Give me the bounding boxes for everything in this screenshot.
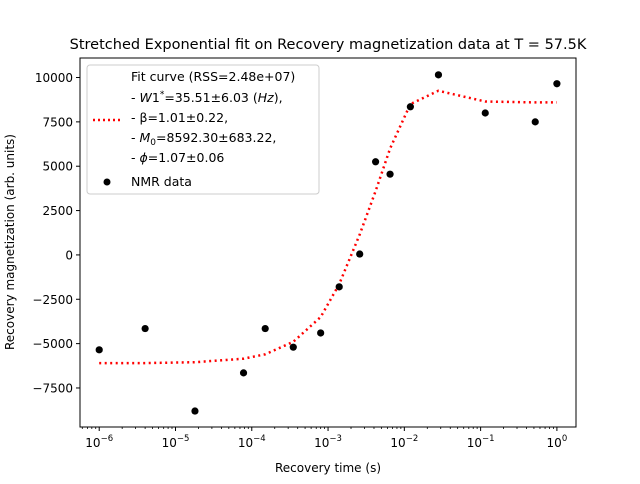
x-tick-label: 10−2 xyxy=(390,434,418,450)
y-tick-label: 2500 xyxy=(42,204,73,218)
legend-data-label: NMR data xyxy=(131,174,192,189)
data-point xyxy=(406,103,414,111)
chart-title: Stretched Exponential fit on Recovery ma… xyxy=(70,37,587,53)
x-tick-label: 10−4 xyxy=(238,434,266,450)
x-tick-label: 10−5 xyxy=(162,434,190,450)
data-point xyxy=(191,407,199,415)
y-tick-label: −5000 xyxy=(32,337,73,351)
data-point xyxy=(335,283,343,291)
x-axis-label: Recovery time (s) xyxy=(275,461,381,475)
data-point xyxy=(531,118,539,126)
data-point xyxy=(317,329,325,337)
legend-box xyxy=(86,64,320,195)
data-point xyxy=(289,343,297,351)
y-tick-label: 5000 xyxy=(42,160,73,174)
x-tick-label: 10−1 xyxy=(467,434,495,450)
data-point xyxy=(261,324,269,333)
legend-data-swatch xyxy=(103,178,111,186)
legend-fit-line-3: - β=1.01±0.22, xyxy=(131,110,228,125)
legend: Fit curve (RSS=2.48e+07) - W1*=35.51±6.0… xyxy=(86,64,320,195)
y-axis-label: Recovery magnetization (arb. units) xyxy=(3,134,17,350)
y-tick-label: 10000 xyxy=(35,71,73,85)
x-tick-label: 100 xyxy=(547,434,568,450)
data-point xyxy=(356,250,364,258)
data-point xyxy=(434,71,443,79)
data-point xyxy=(239,369,248,377)
plot-area xyxy=(95,71,561,415)
data-point xyxy=(386,170,394,178)
y-axis-ticks: −7500 −5000 −2500 0 2500 5000 7500 10000 xyxy=(32,71,80,395)
fit-curve-line xyxy=(99,89,557,365)
data-point xyxy=(95,346,103,354)
y-tick-label: 0 xyxy=(65,248,73,262)
data-point xyxy=(553,80,561,88)
y-tick-label: −7500 xyxy=(32,381,73,395)
x-tick-label: 10−6 xyxy=(85,434,113,450)
x-tick-label: 10−3 xyxy=(314,434,342,450)
data-point xyxy=(481,109,489,117)
legend-fit-line-2: - W1*=35.51±6.03 (Hz), xyxy=(131,90,283,105)
legend-fit-line-5: - ϕ=1.07±0.06 xyxy=(131,150,224,165)
legend-fit-line-4: - M0=8592.30±683.22, xyxy=(131,130,276,148)
y-tick-label: 7500 xyxy=(42,115,73,129)
y-tick-label: −2500 xyxy=(32,293,73,307)
x-axis-ticks: 10−6 10−5 10−4 10−3 10−2 10−1 100 xyxy=(81,427,568,450)
data-point xyxy=(141,324,149,333)
legend-fit-line-1: Fit curve (RSS=2.48e+07) xyxy=(131,69,295,84)
data-point xyxy=(371,158,380,166)
